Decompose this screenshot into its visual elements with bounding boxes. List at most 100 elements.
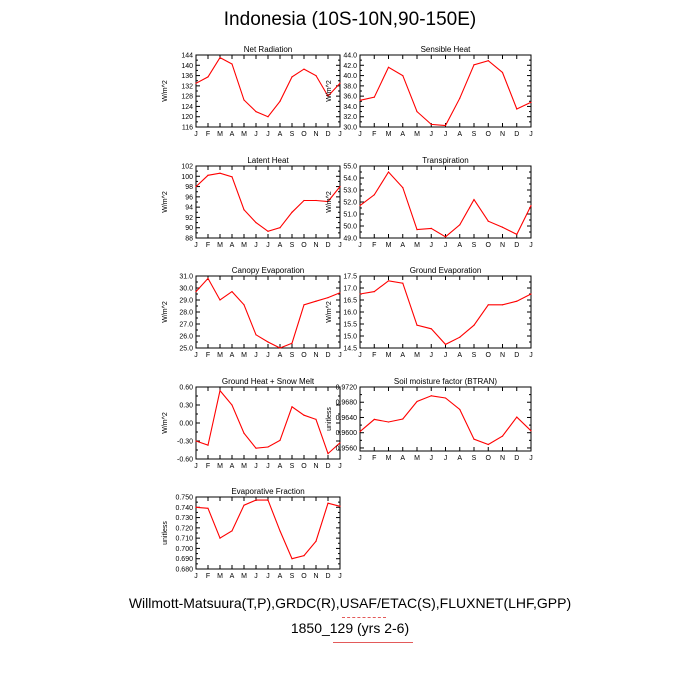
y-tick-label: 100 <box>181 174 193 181</box>
x-tick-label: F <box>372 455 376 462</box>
data-point <box>473 199 475 201</box>
data-point <box>339 442 341 444</box>
data-point <box>459 224 461 226</box>
x-tick-label: J <box>266 463 270 470</box>
data-point <box>416 229 418 231</box>
panel-title: Ground Evaporation <box>410 266 482 275</box>
y-tick-label: 52.0 <box>343 200 357 207</box>
panel-title: Soil moisture factor (BTRAN) <box>394 377 497 386</box>
data-point <box>267 446 269 448</box>
x-tick-label: M <box>241 463 247 470</box>
data-point <box>219 299 221 301</box>
data-point <box>416 400 418 403</box>
x-tick-label: J <box>430 131 434 138</box>
data-point <box>501 304 504 306</box>
caption-underline-dashes <box>342 617 386 618</box>
y-axis-label: unitless <box>162 521 169 545</box>
y-tick-label: 132 <box>181 83 193 90</box>
x-tick-label: J <box>444 352 448 359</box>
chart-panel: Sensible Heat W/m^2 30.0 32.0 34.0 36.0 38.0 40… <box>326 45 533 138</box>
x-tick-label: J <box>266 573 270 580</box>
x-tick-label: O <box>486 242 492 249</box>
data-point <box>402 418 404 420</box>
data-point <box>430 227 432 229</box>
chart-panel: Ground Heat + Snow Melt W/m^2 -0.60 -0.30 0.… <box>162 377 342 470</box>
x-tick-label: M <box>241 242 247 249</box>
y-tick-label: 32.0 <box>343 114 357 121</box>
x-tick-label: D <box>514 455 519 462</box>
x-tick-label: A <box>400 455 405 462</box>
data-point <box>402 74 404 77</box>
y-tick-label: 144 <box>181 53 193 60</box>
x-tick-label: S <box>290 463 295 470</box>
x-tick-label: A <box>400 352 405 359</box>
data-point <box>359 99 361 101</box>
data-point <box>459 336 461 338</box>
x-tick-label: J <box>254 573 258 580</box>
x-tick-label: J <box>254 131 258 138</box>
x-tick-label: A <box>400 242 405 249</box>
x-tick-label: A <box>230 242 235 249</box>
x-tick-label: F <box>206 463 210 470</box>
x-tick-label: N <box>313 573 318 580</box>
data-point <box>359 205 361 207</box>
page-title: Indonesia (10S-10N,90-150E) <box>223 9 477 30</box>
x-tick-label: O <box>301 463 307 470</box>
data-point <box>387 66 390 68</box>
series-line <box>359 60 532 127</box>
x-tick-label: F <box>206 573 210 580</box>
x-tick-label: D <box>514 131 519 138</box>
y-tick-label: 42.0 <box>343 63 357 70</box>
series-line <box>195 389 341 455</box>
data-point <box>219 172 221 174</box>
y-axis-label: W/m^2 <box>326 191 333 213</box>
panel-title: Evaporative Fraction <box>231 487 304 496</box>
data-point <box>444 124 447 127</box>
x-tick-label: F <box>206 352 210 359</box>
data-point <box>359 430 361 433</box>
data-point <box>444 343 447 345</box>
data-point <box>373 194 375 196</box>
data-point <box>303 304 305 306</box>
data-point <box>516 233 518 235</box>
x-tick-label: M <box>414 455 420 462</box>
x-tick-label: N <box>500 455 505 462</box>
y-tick-label: 14.5 <box>343 346 357 353</box>
data-point <box>387 421 390 423</box>
data-point <box>195 440 197 442</box>
x-tick-label: A <box>457 242 462 249</box>
x-tick-label: J <box>254 352 258 359</box>
data-point <box>530 430 532 432</box>
x-tick-label: S <box>472 455 477 462</box>
x-tick-label: M <box>241 131 247 138</box>
x-tick-label: O <box>486 131 492 138</box>
y-tick-label: 0.60 <box>179 385 193 392</box>
x-tick-label: A <box>278 573 283 580</box>
data-point <box>315 199 317 202</box>
x-tick-label: D <box>514 242 519 249</box>
data-point <box>416 110 418 113</box>
x-tick-label: J <box>338 242 342 249</box>
data-point <box>373 291 375 293</box>
y-tick-label: 34.0 <box>343 104 357 111</box>
data-point <box>487 220 489 222</box>
data-point <box>291 558 293 560</box>
y-tick-label: 27.0 <box>179 322 193 329</box>
data-point <box>487 60 489 62</box>
plot-frame <box>195 165 341 239</box>
data-point <box>473 438 475 440</box>
chart-panel: Canopy Evaporation W/m^2 25.0 26.0 27.0 28.0 2… <box>162 266 342 359</box>
data-point <box>279 227 281 229</box>
x-tick-label: D <box>514 352 519 359</box>
data-point <box>430 123 432 126</box>
x-tick-label: J <box>266 131 270 138</box>
y-tick-label: 0.690 <box>175 556 193 563</box>
y-tick-label: 128 <box>181 94 193 101</box>
data-point <box>195 185 197 188</box>
x-tick-label: J <box>194 573 198 580</box>
y-tick-label: -0.30 <box>177 439 193 446</box>
x-tick-label: J <box>444 455 448 462</box>
data-point <box>315 540 317 542</box>
x-tick-label: J <box>338 352 342 359</box>
y-tick-label: 0.9680 <box>336 400 358 407</box>
